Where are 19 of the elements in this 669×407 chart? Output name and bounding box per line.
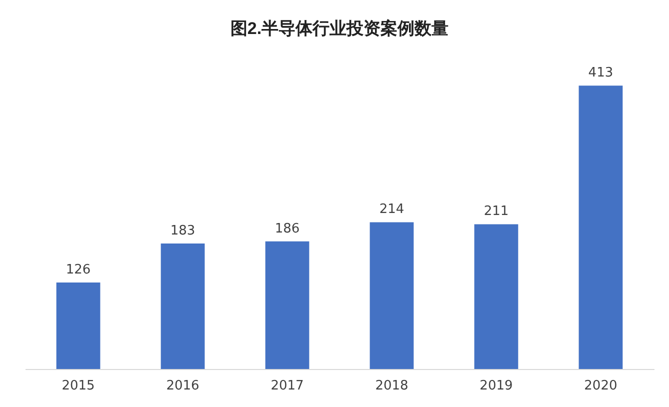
bar bbox=[56, 282, 100, 369]
x-tick-label: 2016 bbox=[166, 378, 200, 394]
x-tick-label: 2019 bbox=[480, 378, 513, 394]
data-label: 186 bbox=[274, 221, 300, 236]
x-tick-label: 2020 bbox=[584, 378, 618, 394]
bar bbox=[160, 243, 205, 369]
bar bbox=[578, 86, 623, 369]
data-label: 183 bbox=[170, 223, 196, 238]
data-label: 211 bbox=[484, 204, 509, 220]
x-tick-label: 2017 bbox=[270, 378, 304, 394]
x-tick-label: 2015 bbox=[62, 378, 95, 394]
bar bbox=[370, 222, 414, 369]
x-tick-label: 2018 bbox=[375, 378, 408, 394]
bar bbox=[474, 224, 518, 369]
chart-title: 图2.半导体行业投资案例数量 bbox=[230, 18, 449, 38]
data-label: 413 bbox=[588, 66, 614, 81]
data-label: 126 bbox=[66, 262, 91, 278]
bar bbox=[265, 241, 310, 369]
data-label: 214 bbox=[379, 202, 404, 218]
